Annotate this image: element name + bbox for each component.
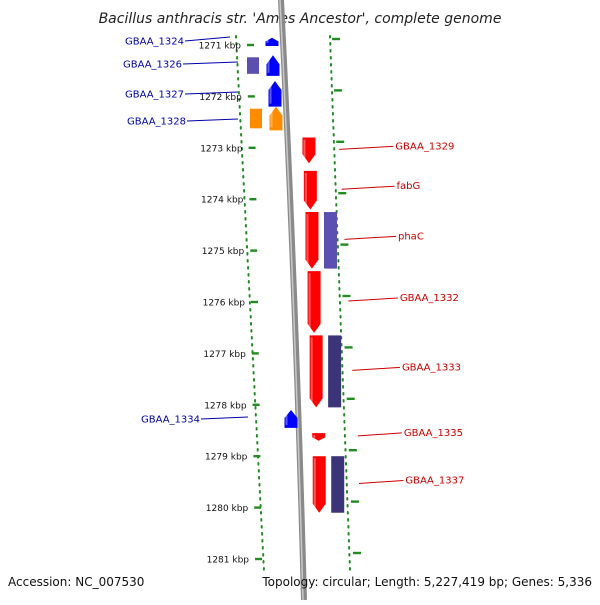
backbone [278,0,307,601]
gene-arrow-gbaa_1333 [309,335,323,408]
tick-label: 1276 kbp [203,299,246,309]
label-leader [341,185,395,190]
gene-arrow-gbaa_1335 [312,433,326,441]
label-leader [352,366,400,371]
tick-label: 1274 kbp [201,196,244,206]
genome-title: Bacillus anthracis str. 'Ames Ancestor',… [99,11,502,27]
tick-label: 1280 kbp [206,504,249,514]
feature-block [331,456,345,513]
tick-label: 1279 kbp [205,453,248,463]
label-leader [357,432,402,437]
feature-blocks [247,57,345,513]
dot-tracks [235,35,351,571]
gene-arrow-phac [305,212,319,269]
gene-arrow-gbaa_1334 [284,409,298,428]
tick-label: 1275 kbp [202,247,245,257]
tick-label: 1273 kbp [200,144,243,154]
backbone-highlight [279,0,304,601]
gene-label-gbaa_1337: GBAA_1337 [405,475,464,486]
accession-text: Accession: NC_007530 [8,575,144,589]
feature-block [250,108,262,129]
gene-label-gbaa_1332: GBAA_1332 [400,293,459,304]
gene-label-phac: phaC [398,231,424,242]
gene-arrow-gbaa_1329 [302,137,316,164]
backbone-arc [278,0,307,601]
label-leader [182,61,239,65]
label-leader [348,297,398,302]
feature-block [328,335,342,408]
gene-arrow-gbaa_1337 [312,456,326,513]
gene-arrow-gbaa_1328 [269,106,283,131]
gene-label-gbaa_1327: GBAA_1327 [125,90,184,101]
label-leader [358,479,404,484]
gene-label-fabg: fabG [397,181,421,192]
feature-block [247,57,259,74]
label-leader [184,91,239,95]
feature-block [323,212,337,269]
gene-arrow-gbaa_1326 [266,55,280,76]
gene-features [265,37,326,513]
gene-label-gbaa_1324: GBAA_1324 [125,37,184,48]
label-leader [200,416,249,420]
tick-label: 1281 kbp [207,556,250,566]
gene-arrow-fabg [303,170,317,210]
gene-label-gbaa_1334: GBAA_1334 [141,415,200,426]
label-leader [339,145,394,150]
gene-arrow-gbaa_1332 [307,271,321,333]
gene-labels: GBAA_1324 GBAA_1326 GBAA_1327 GBAA_1328 GBAA… [123,37,464,487]
right-dot-track [329,35,351,571]
gene-arrow-gbaa_1327 [268,80,282,107]
left-dot-track [235,35,265,571]
label-leader [344,235,397,240]
label-leader [186,118,239,122]
gene-label-gbaa_1329: GBAA_1329 [395,141,454,152]
gene-label-gbaa_1326: GBAA_1326 [123,60,182,71]
gene-label-gbaa_1328: GBAA_1328 [127,117,186,128]
coordinate-ruler: 1271 kbp 1272 kbp 1273 kbp 1274 kbp 1275 kbp… [199,37,361,566]
label-leader [184,36,231,42]
gene-label-gbaa_1333: GBAA_1333 [402,362,461,373]
tick-label: 1271 kbp [199,42,242,52]
tick-label: 1277 kbp [203,350,246,360]
tick-label: 1278 kbp [204,401,247,411]
tick-label: 1272 kbp [199,93,242,103]
gene-label-gbaa_1335: GBAA_1335 [404,428,463,439]
topology-text: Topology: circular; Length: 5,227,419 bp… [261,575,592,589]
gene-arrow-gbaa_1324 [265,37,279,47]
